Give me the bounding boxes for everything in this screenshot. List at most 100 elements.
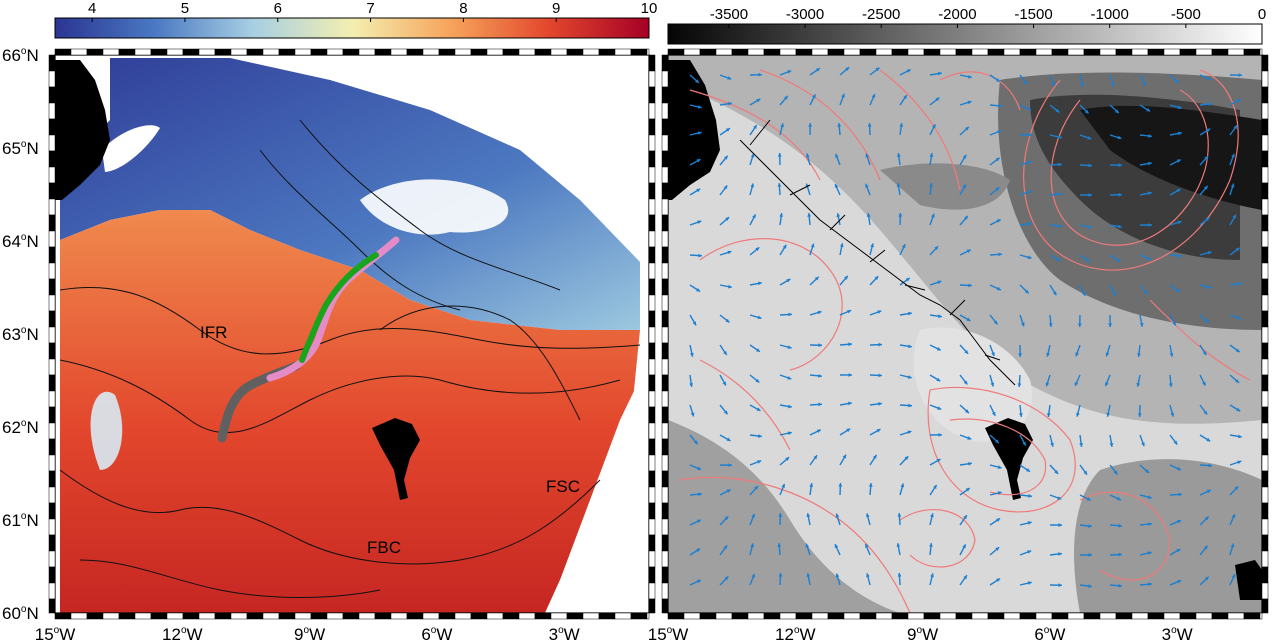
current-vector-head: [1207, 76, 1212, 81]
current-vector-head: [818, 373, 822, 378]
current-vector-head: [1051, 82, 1056, 87]
current-vector-head: [1168, 383, 1173, 387]
current-vector-head: [1083, 470, 1088, 475]
current-vector-head: [908, 344, 912, 349]
current-vector-head: [757, 460, 762, 464]
current-vector-head: [808, 123, 813, 127]
current-vector-head: [1058, 583, 1062, 588]
current-vector-head: [754, 485, 758, 490]
current-vector-head: [751, 573, 755, 578]
longitude-label: 6oW: [1034, 625, 1065, 643]
current-vector-head: [903, 95, 907, 100]
current-vector-head: [1137, 353, 1141, 357]
current-vector-head: [1177, 519, 1182, 524]
colorbar-tick-label: 0: [1258, 6, 1266, 23]
current-vector-head: [962, 544, 966, 549]
current-vector-head: [896, 543, 901, 548]
current-vector-head: [929, 543, 933, 547]
current-vector-head: [1208, 102, 1212, 107]
warm-water-region: [60, 210, 640, 613]
current-vector-head: [835, 153, 839, 158]
current-vector-head: [1231, 153, 1235, 158]
current-vector-head: [1116, 496, 1121, 501]
current-vector-head: [875, 67, 880, 72]
sst-map-panel: IFR FBC FSC: [55, 55, 649, 613]
current-vector-head: [728, 101, 732, 106]
current-vector-head: [836, 213, 841, 218]
current-vector-head: [866, 213, 871, 217]
current-vector-head: [1147, 256, 1152, 261]
colorbar-tick-label: 4: [88, 0, 96, 17]
current-vector-head: [938, 71, 942, 76]
current-vector-head: [1058, 224, 1062, 228]
current-vector-head: [751, 513, 755, 518]
current-vector-head: [1088, 584, 1092, 588]
left-map-frame: [48, 48, 656, 620]
current-vector-head: [837, 123, 842, 127]
current-vector-head: [1023, 80, 1028, 85]
current-vector-head: [778, 513, 783, 517]
label-fbc: FBC: [367, 538, 401, 557]
current-vector-head: [848, 342, 852, 347]
current-vector-head: [787, 345, 792, 350]
current-vector-head: [1046, 413, 1051, 417]
current-vector-head: [818, 343, 822, 348]
current-vector-head: [1110, 82, 1115, 87]
current-vector-head: [1027, 255, 1032, 260]
current-vector-head: [787, 70, 792, 74]
current-vector-head: [866, 573, 870, 578]
latitude-label: 60oN: [2, 604, 39, 623]
current-vector-head: [695, 79, 699, 84]
current-vector-head: [1145, 469, 1149, 473]
colorbar-tick-label: -2500: [862, 6, 900, 23]
iceland-coast: [55, 60, 110, 200]
current-vector-head: [878, 373, 882, 378]
current-vector-head: [696, 519, 701, 524]
current-vector-head: [1018, 353, 1023, 357]
current-vector-head: [1108, 323, 1113, 327]
current-vector-head: [1203, 545, 1208, 550]
current-vector-head: [757, 281, 762, 286]
current-vector-head: [1058, 552, 1062, 556]
current-vector-head: [810, 243, 815, 248]
current-vector-head: [750, 183, 755, 188]
current-vector-head: [1204, 576, 1209, 581]
current-vector-head: [865, 153, 870, 158]
current-vector-head: [1105, 352, 1110, 357]
current-vector-head: [727, 284, 732, 289]
current-vector-head: [723, 155, 728, 160]
current-vector-head: [787, 376, 792, 380]
right-map-frame: [661, 48, 1269, 620]
current-vector-head: [1238, 73, 1242, 78]
current-vector-head: [1233, 125, 1238, 130]
longitude-label: 9oW: [294, 625, 325, 643]
current-vector-head: [904, 456, 909, 461]
current-vector-head: [1143, 290, 1148, 295]
current-vector-head: [1022, 441, 1026, 446]
current-vector-head: [876, 429, 881, 433]
current-vector-head: [725, 318, 730, 323]
current-vector-head: [697, 466, 702, 470]
colorbar-tick-label: 7: [366, 0, 374, 17]
longitude-label: 15oW: [648, 625, 689, 643]
colorbar-tick-label: -1500: [1014, 6, 1052, 23]
current-vector-head: [1086, 497, 1091, 501]
current-vector-head: [963, 380, 968, 385]
current-vector-head: [1081, 291, 1086, 296]
current-vector-head: [1178, 492, 1182, 497]
current-vector-head: [931, 124, 936, 129]
current-vector-head: [689, 383, 694, 387]
current-vector-head: [1088, 553, 1092, 557]
current-vector-head: [1203, 410, 1208, 415]
current-vector-head: [1170, 412, 1175, 417]
current-vector-head: [1177, 105, 1182, 110]
current-vector-head: [816, 429, 821, 434]
current-vector-head: [696, 159, 701, 163]
current-vector-head: [998, 103, 1002, 108]
current-vector-head: [1176, 466, 1181, 471]
current-vector-head: [848, 401, 852, 406]
current-vector-head: [696, 287, 701, 292]
current-vector-head: [1172, 321, 1176, 326]
current-vector-head: [934, 246, 939, 251]
